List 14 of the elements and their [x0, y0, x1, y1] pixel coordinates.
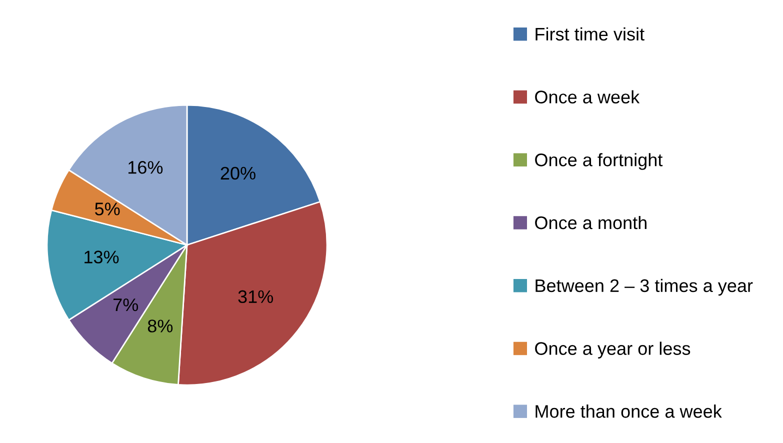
data-label: 5%	[95, 202, 120, 216]
data-label: 13%	[84, 250, 119, 264]
data-label: 8%	[148, 320, 173, 332]
legend-label: Between 2 – 3 times a year	[536, 278, 753, 296]
legend-label: Once a year or less	[535, 342, 690, 359]
data-label: 16%	[128, 161, 163, 174]
data-label: 31%	[238, 290, 274, 304]
legend-label: Once a month	[535, 216, 646, 230]
legend-label: First time visit	[536, 27, 644, 41]
legend-label: Once a fortnight	[535, 153, 663, 170]
data-label: 20%	[220, 166, 256, 180]
data-label: 7%	[114, 298, 138, 312]
legend-label: Once a week	[535, 90, 640, 104]
legend-label: More than once a week	[536, 404, 722, 418]
